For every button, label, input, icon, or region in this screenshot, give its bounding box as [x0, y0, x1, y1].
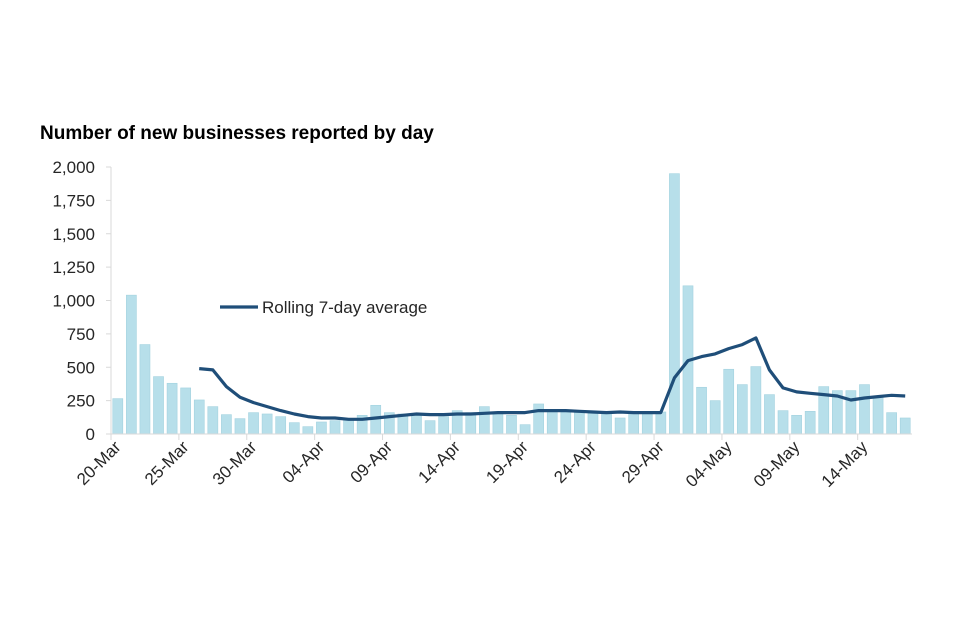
x-tick-label: 20-Mar — [73, 437, 125, 489]
bar — [411, 415, 422, 435]
bar — [641, 413, 653, 435]
bar — [302, 426, 314, 435]
bar — [859, 384, 870, 435]
x-tick-label: 09-Apr — [347, 437, 397, 487]
x-tick-label: 19-Apr — [482, 437, 532, 487]
bar — [601, 413, 612, 435]
bar — [166, 382, 178, 435]
bar — [180, 387, 191, 435]
chart-title: Number of new businesses reported by day — [40, 123, 434, 144]
bar — [126, 294, 137, 435]
bar — [791, 415, 802, 435]
bar — [696, 386, 707, 435]
bar — [221, 414, 232, 435]
bar — [465, 412, 477, 435]
bar — [112, 398, 124, 435]
bar — [234, 418, 246, 435]
bar — [329, 420, 341, 435]
bar — [804, 411, 816, 435]
y-tick-label: 1,500 — [52, 225, 95, 244]
bar — [546, 410, 558, 435]
bar — [614, 417, 626, 435]
bar — [479, 406, 490, 435]
bar — [777, 410, 789, 435]
bar — [886, 412, 897, 435]
bar — [438, 416, 449, 435]
y-tick-label: 500 — [67, 358, 95, 377]
bar — [506, 415, 517, 435]
x-tick-label: 04-May — [682, 437, 736, 491]
bar — [872, 395, 884, 435]
bar — [723, 368, 735, 435]
bar — [736, 384, 748, 435]
x-tick-label: 14-Apr — [415, 437, 465, 487]
bar — [248, 412, 259, 435]
bar — [560, 411, 572, 435]
bar — [207, 406, 219, 435]
bar — [261, 413, 273, 435]
legend-label: Rolling 7-day average — [262, 298, 427, 317]
bar — [193, 399, 205, 435]
bar — [669, 173, 680, 435]
bar — [519, 424, 531, 435]
x-tick-label: 24-Apr — [550, 437, 600, 487]
bar — [533, 403, 544, 435]
line — [199, 336, 906, 421]
y-tick-label: 0 — [86, 425, 95, 444]
bar — [628, 411, 640, 435]
bar — [288, 422, 300, 435]
bar — [492, 412, 504, 435]
bar — [764, 394, 775, 435]
y-tick-label: 1,250 — [52, 258, 95, 277]
bar — [574, 412, 585, 435]
bar — [899, 417, 911, 435]
y-tick-label: 250 — [67, 392, 95, 411]
bar — [275, 416, 287, 435]
bar — [709, 400, 721, 435]
bar — [139, 344, 151, 435]
bar — [153, 376, 164, 435]
y-tick-label: 1,750 — [52, 191, 95, 210]
y-tick-label: 2,000 — [52, 158, 95, 177]
bar — [343, 419, 354, 435]
x-tick-label: 14-May — [818, 437, 872, 491]
bar — [587, 413, 599, 435]
y-tick-label: 750 — [67, 325, 95, 344]
bar — [424, 420, 436, 435]
bar — [316, 421, 327, 435]
x-tick-label: 29-Apr — [618, 437, 668, 487]
x-tick-label: 04-Apr — [279, 437, 329, 487]
bar — [655, 411, 667, 435]
x-tick-label: 25-Mar — [141, 437, 193, 489]
x-tick-label: 09-May — [750, 437, 804, 491]
bar — [845, 390, 857, 435]
x-tick-label: 30-Mar — [209, 437, 261, 489]
y-tick-label: 1,000 — [52, 292, 95, 311]
bar — [750, 366, 762, 435]
